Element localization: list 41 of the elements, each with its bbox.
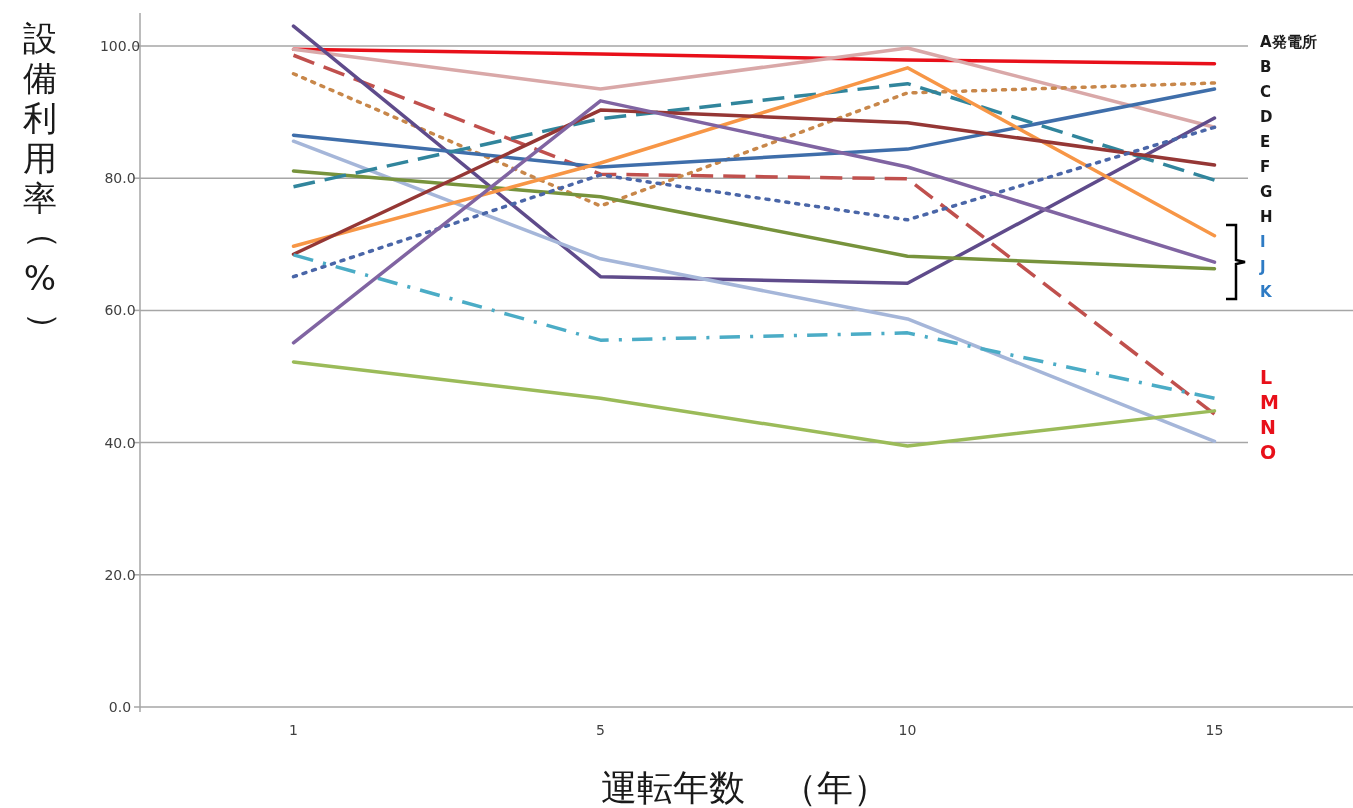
- annotation: M: [1260, 391, 1279, 413]
- line-series: [291, 53, 1217, 416]
- annotation: D: [1260, 108, 1273, 126]
- line-series: [291, 24, 1217, 286]
- y-tick-label: 100.0: [99, 38, 141, 54]
- x-axis-title: 運転年数 （年）: [601, 767, 889, 808]
- y-tick-label: 40.0: [104, 434, 136, 451]
- annotation: B: [1260, 58, 1272, 76]
- y-tick-label: 20.0: [104, 566, 136, 583]
- line-series: [291, 46, 1217, 130]
- annotation: K: [1260, 283, 1273, 301]
- line-series: [291, 87, 1217, 169]
- x-tick-label: 15: [1205, 722, 1224, 738]
- x-tick-label: 1: [289, 722, 298, 738]
- annotation: G: [1260, 183, 1273, 201]
- line-series: [291, 81, 1217, 189]
- y-tick-label: 60.0: [104, 302, 136, 319]
- annotation: E: [1260, 133, 1271, 151]
- annotation: F: [1260, 158, 1271, 176]
- annotation: J: [1259, 258, 1266, 276]
- y-tick-label: 0.0: [108, 699, 132, 715]
- annotation: I: [1260, 233, 1266, 251]
- annotation: H: [1260, 208, 1273, 226]
- annotation: O: [1260, 441, 1277, 463]
- line-series: [291, 169, 1217, 271]
- annotation: C: [1260, 83, 1272, 101]
- line-series: [291, 139, 1217, 444]
- y-tick-label: 80.0: [104, 170, 136, 187]
- line-series: [291, 72, 1217, 208]
- x-tick-label: 5: [596, 722, 605, 738]
- annotation: A発電所: [1260, 33, 1317, 51]
- line-series: [291, 108, 1217, 256]
- line-series: [291, 125, 1217, 279]
- y-axis-title: 設備利用率（%）: [23, 18, 65, 346]
- x-tick-label: 10: [898, 722, 917, 738]
- line-series: [291, 253, 1217, 401]
- annotation: N: [1260, 416, 1276, 438]
- annotation: L: [1260, 366, 1273, 388]
- line-series: [291, 360, 1217, 448]
- line-series: [291, 99, 1217, 345]
- line-series: [291, 66, 1217, 249]
